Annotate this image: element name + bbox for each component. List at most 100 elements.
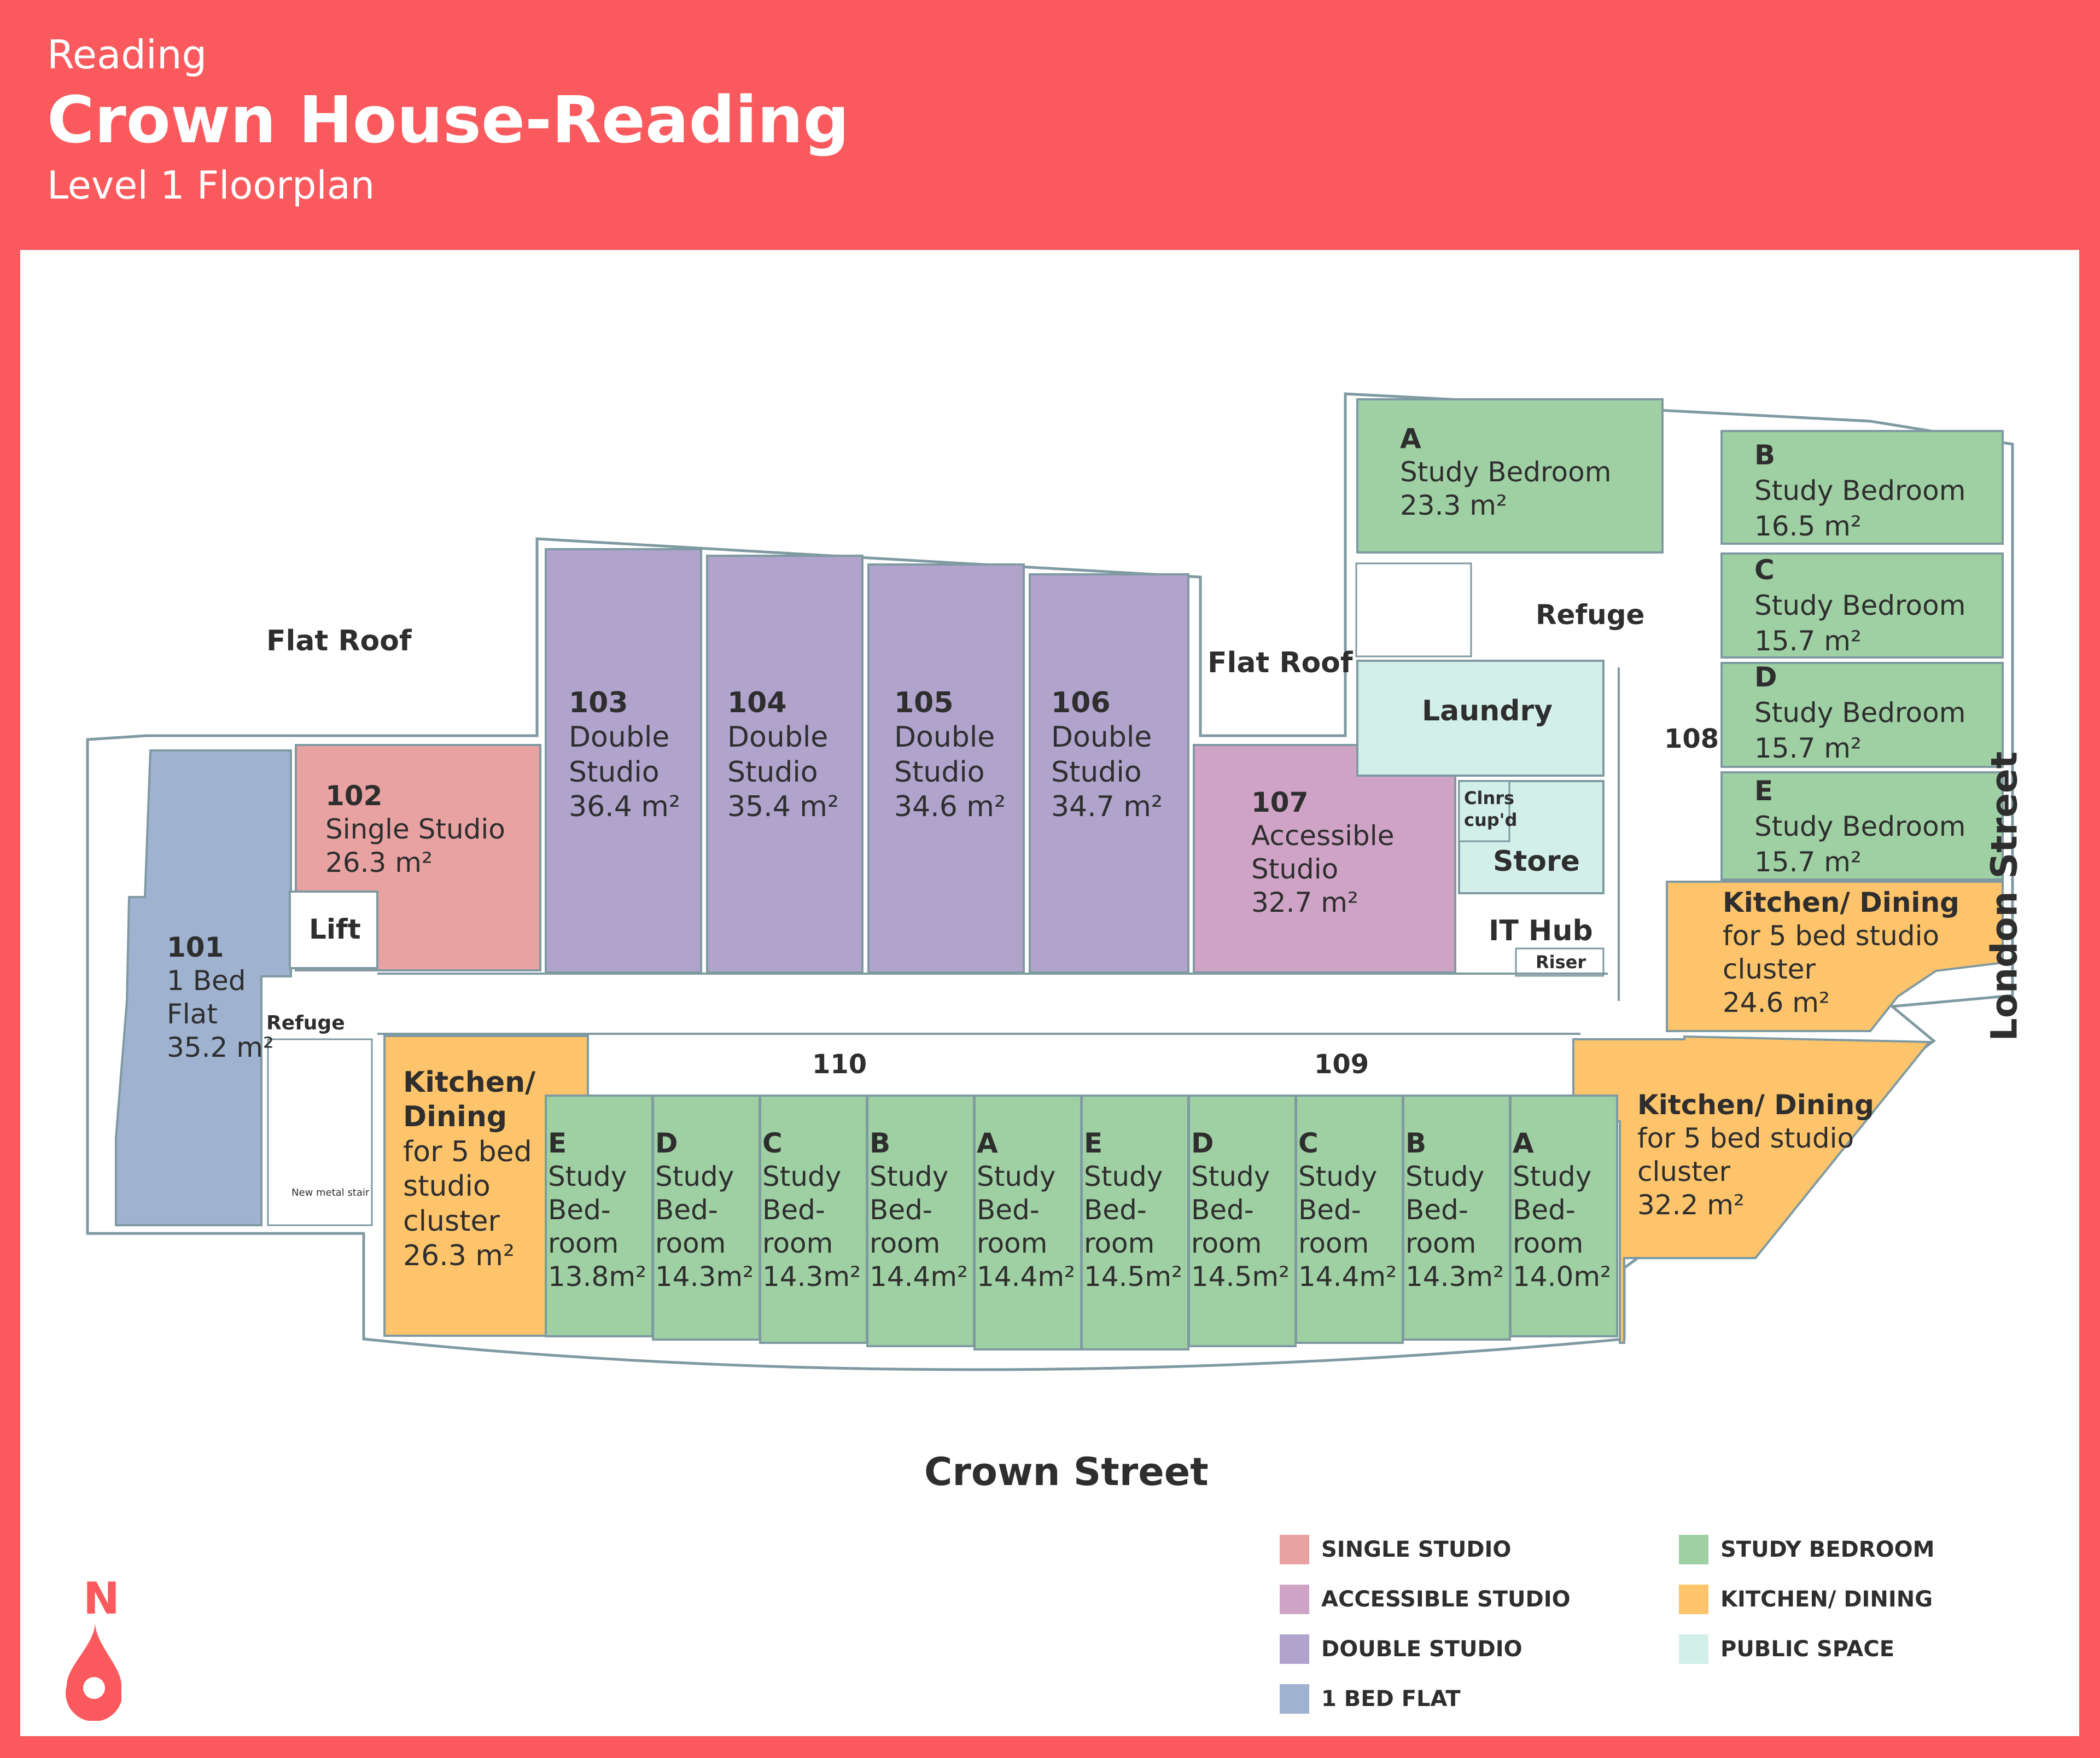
legend-label: STUDY BEDROOM bbox=[1720, 1537, 1935, 1562]
legend-public-space: PUBLIC SPACE bbox=[1679, 1634, 1894, 1664]
room-107-area: 32.7 m² bbox=[1251, 887, 1358, 918]
room-106-number: 106 bbox=[1051, 686, 1111, 719]
strip-rooms-group bbox=[545, 1095, 1618, 1350]
room-102-number: 102 bbox=[325, 780, 383, 812]
room-108b-letter: B bbox=[1754, 439, 1776, 471]
strip-room-l2: Bed- bbox=[1084, 1194, 1147, 1226]
kitchen-110-title-1: Kitchen/ bbox=[403, 1066, 536, 1099]
strip-room-l3: room bbox=[1513, 1227, 1584, 1259]
room-108a-shape bbox=[1356, 398, 1664, 554]
room-108d-letter: D bbox=[1754, 661, 1777, 693]
strip-room-l2: Bed- bbox=[977, 1194, 1040, 1226]
strip-room-l2: Bed- bbox=[655, 1194, 718, 1226]
room-108c-area: 15.7 m² bbox=[1754, 625, 1862, 657]
kitchen-109-title: Kitchen/ Dining bbox=[1637, 1089, 1874, 1121]
strip-room-area: 13.8m² bbox=[548, 1261, 647, 1293]
strip-room-label: D Study Bed-room 14.3m² bbox=[655, 1127, 754, 1294]
room-108a-label: A Study Bedroom 23.3 m² bbox=[1400, 422, 1611, 522]
refuge-left-label: Refuge bbox=[266, 1012, 345, 1034]
london-street-label: London Street bbox=[1983, 751, 2026, 1041]
room-106-type-1: Double bbox=[1051, 721, 1152, 754]
legend-label: 1 BED FLAT bbox=[1321, 1686, 1461, 1712]
room-108c-label: C Study Bedroom 15.7 m² bbox=[1754, 552, 1965, 659]
room-108b-label: B Study Bedroom 16.5 m² bbox=[1754, 438, 1965, 544]
strip-room-l1: Study bbox=[1298, 1161, 1378, 1192]
strip-room-shape bbox=[652, 1095, 761, 1341]
kitchen-110-title-2: Dining bbox=[403, 1101, 508, 1134]
room-106-label: 106 Double Studio 34.7 m² bbox=[1051, 686, 1163, 825]
room-108d-shape bbox=[1720, 662, 2004, 768]
strip-room-l3: room bbox=[1191, 1227, 1262, 1259]
room-108a-type: Study Bedroom bbox=[1400, 456, 1612, 488]
strip-room-no: D bbox=[1191, 1127, 1214, 1159]
strip-room-l1: Study bbox=[870, 1161, 949, 1192]
room-108e-type: Study Bedroom bbox=[1754, 811, 1966, 842]
room-101-number: 101 bbox=[167, 932, 224, 963]
corridor-110-label: 110 bbox=[812, 1049, 867, 1080]
strip-room-l2: Bed- bbox=[1513, 1194, 1576, 1226]
room-103-area: 36.4 m² bbox=[569, 790, 680, 824]
kitchen-108-line3: cluster bbox=[1723, 953, 1816, 985]
building-outline bbox=[86, 392, 2014, 1371]
room-105-area: 34.6 m² bbox=[894, 790, 1006, 824]
page-subtitle: Level 1 Floorplan bbox=[47, 163, 375, 208]
room-106-shape bbox=[1029, 573, 1189, 974]
legend-swatch bbox=[1679, 1535, 1708, 1564]
kitchen-110-line4: studio bbox=[403, 1170, 491, 1203]
strip-room-l2: Bed- bbox=[548, 1194, 611, 1226]
strip-room-no: C bbox=[762, 1127, 783, 1159]
kitchen-110-label: Kitchen/ Dining for 5 bed studio cluster… bbox=[403, 1066, 535, 1274]
legend-swatch bbox=[1280, 1535, 1309, 1564]
room-108d-area: 15.7 m² bbox=[1754, 732, 1862, 764]
room-108e-label: E Study Bedroom 15.7 m² bbox=[1754, 773, 1965, 880]
strip-room-l3: room bbox=[655, 1227, 726, 1259]
room-103-shape bbox=[545, 548, 702, 974]
strip-room-l2: Bed- bbox=[762, 1194, 825, 1226]
strip-room-area: 14.0m² bbox=[1513, 1261, 1612, 1293]
strip-room-shape bbox=[973, 1095, 1082, 1350]
corridor-108-label: 108 bbox=[1664, 724, 1719, 754]
kitchen-109-label: Kitchen/ Dining for 5 bed studio cluster… bbox=[1637, 1088, 1874, 1222]
strip-room-shape bbox=[1509, 1095, 1618, 1337]
kitchen-110-line5: cluster bbox=[403, 1204, 500, 1238]
riser-label: Riser bbox=[1536, 952, 1586, 973]
room-102-type: Single Studio bbox=[325, 813, 505, 845]
room-101-type-2: Flat bbox=[167, 998, 218, 1030]
city-label: Reading bbox=[47, 32, 207, 78]
room-106-type-2: Studio bbox=[1051, 755, 1142, 789]
strip-room-l3: room bbox=[870, 1227, 941, 1259]
room-106-area: 34.7 m² bbox=[1051, 790, 1163, 824]
room-108e-shape bbox=[1720, 771, 2004, 881]
legend-label: PUBLIC SPACE bbox=[1720, 1637, 1895, 1662]
legend-study-bedroom: STUDY BEDROOM bbox=[1679, 1534, 1934, 1565]
legend-label: ACCESSIBLE STUDIO bbox=[1321, 1587, 1571, 1612]
kitchen-109-line2: for 5 bed studio bbox=[1637, 1122, 1854, 1154]
room-108c-shape bbox=[1720, 552, 2004, 659]
room-102-area: 26.3 m² bbox=[325, 847, 433, 878]
strip-room-l3: room bbox=[977, 1227, 1048, 1259]
room-105-type-1: Double bbox=[894, 721, 995, 754]
room-101-type-1: 1 Bed bbox=[167, 965, 246, 997]
strip-room-no: E bbox=[548, 1127, 567, 1159]
strip-room-shape bbox=[545, 1095, 654, 1337]
room-105-type-2: Studio bbox=[894, 755, 985, 789]
legend-swatch bbox=[1679, 1585, 1708, 1614]
legend-1-bed-flat: 1 BED FLAT bbox=[1280, 1684, 1461, 1714]
lift-label: Lift bbox=[309, 913, 361, 945]
room-108b-shape bbox=[1720, 430, 2004, 545]
room-108b-type: Study Bedroom bbox=[1754, 475, 1966, 507]
strip-room-label: E Study Bed-room 13.8m² bbox=[548, 1127, 646, 1294]
strip-room-label: A Study Bed-room 14.4m² bbox=[977, 1127, 1075, 1294]
room-104-number: 104 bbox=[727, 686, 787, 719]
legend-accessible-studio: ACCESSIBLE STUDIO bbox=[1280, 1584, 1571, 1615]
room-107-type-2: Studio bbox=[1251, 853, 1339, 885]
room-107-label: 107 Accessible Studio 32.7 m² bbox=[1251, 786, 1394, 919]
corridor-wall bbox=[377, 667, 1620, 1035]
lift-shape bbox=[289, 890, 378, 969]
it-hub-label: IT Hub bbox=[1489, 915, 1593, 947]
room-108e-area: 15.7 m² bbox=[1754, 846, 1862, 878]
strip-room-l1: Study bbox=[977, 1161, 1056, 1192]
kitchen-109-line3: cluster bbox=[1637, 1156, 1731, 1187]
room-107-shape bbox=[1193, 744, 1456, 974]
